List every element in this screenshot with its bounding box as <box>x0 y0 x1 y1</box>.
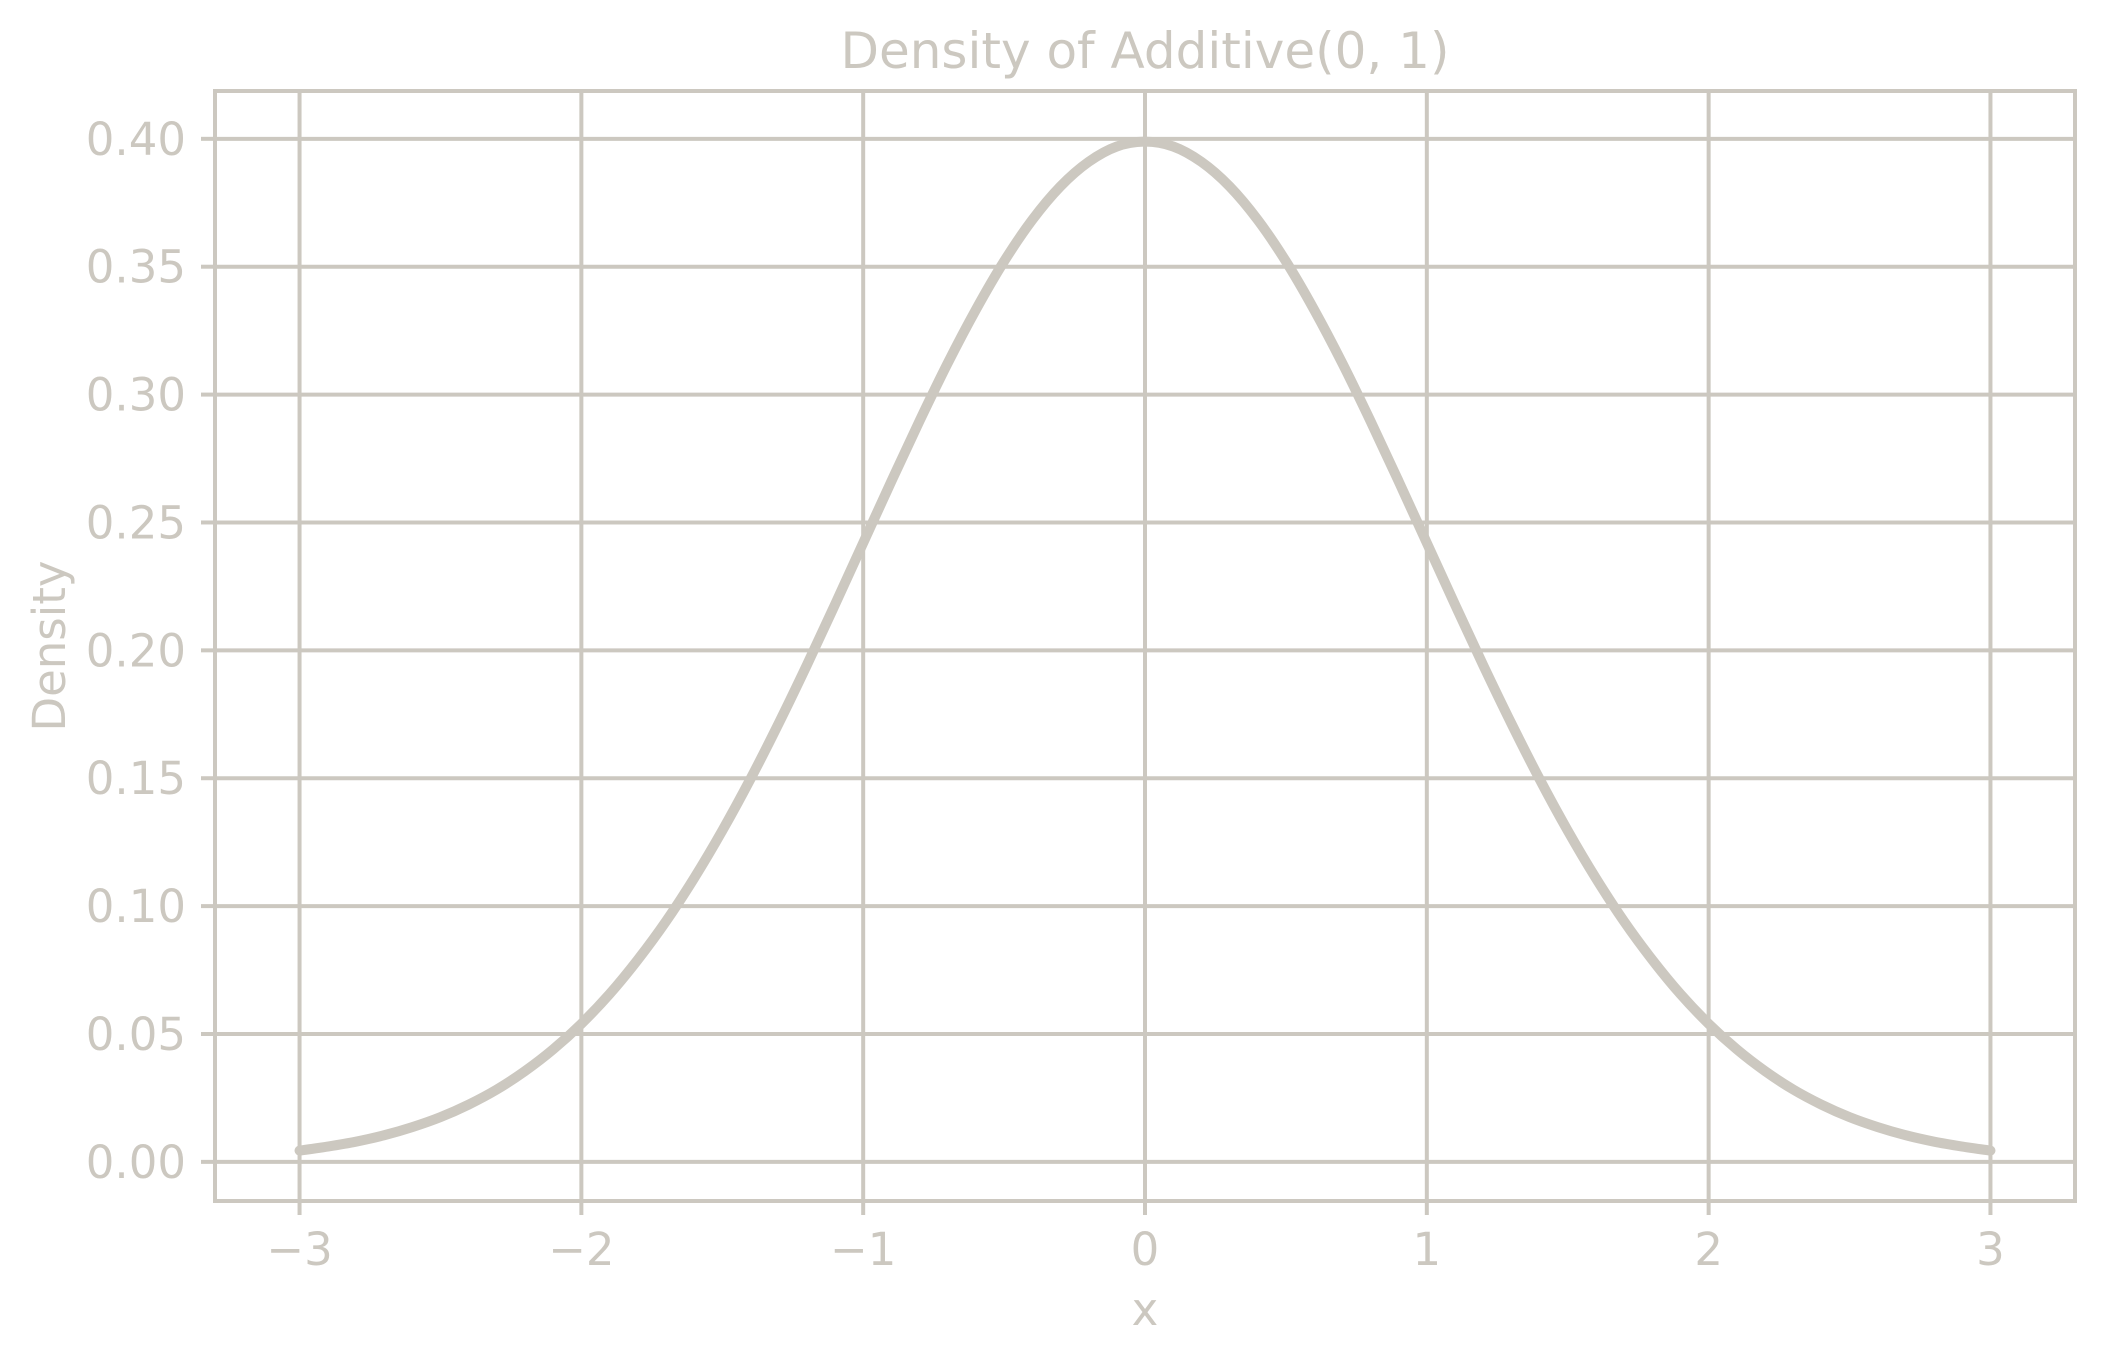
x-tick-label: −2 <box>548 1223 614 1276</box>
x-tick-labels: −3 −2 −1 0 1 2 3 <box>266 1223 2004 1276</box>
y-tick-label: 0.30 <box>86 369 186 422</box>
y-tick-label: 0.35 <box>86 241 186 294</box>
x-tick-label: −3 <box>266 1223 332 1276</box>
y-tick-label: 0.10 <box>86 880 186 933</box>
grid <box>215 91 2075 1201</box>
y-tick-label: 0.25 <box>86 496 186 549</box>
density-curve <box>294 136 1996 1156</box>
y-tick-label: 0.20 <box>86 624 186 677</box>
axis-ticks <box>201 136 1993 1215</box>
chart-title: Density of Additive(0, 1) <box>840 22 1449 80</box>
y-tick-labels: 0.00 0.05 0.10 0.15 0.20 0.25 0.30 0.35 0.40 <box>86 113 186 1189</box>
x-tick-label: 1 <box>1412 1223 1441 1276</box>
y-tick-label: 0.05 <box>86 1008 186 1061</box>
x-axis-label: x <box>1132 1283 1159 1336</box>
y-tick-label: 0.00 <box>86 1136 186 1189</box>
y-axis-label: Density <box>23 560 76 731</box>
y-tick-label: 0.40 <box>86 113 186 166</box>
x-tick-label: 2 <box>1694 1223 1723 1276</box>
x-tick-label: 0 <box>1131 1223 1160 1276</box>
x-tick-label: 3 <box>1976 1223 2005 1276</box>
x-tick-label: −1 <box>830 1223 896 1276</box>
y-tick-label: 0.15 <box>86 752 186 805</box>
